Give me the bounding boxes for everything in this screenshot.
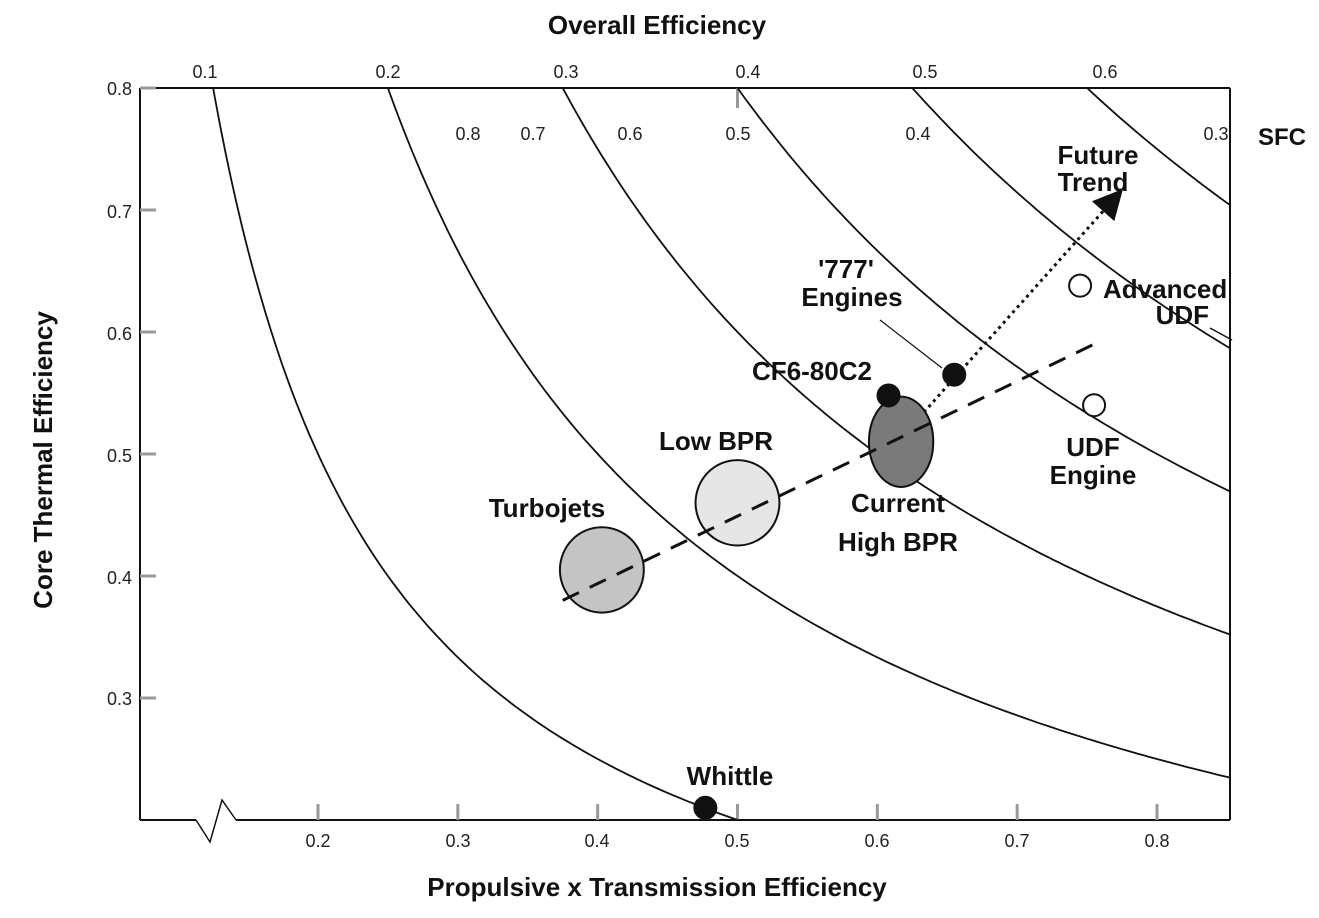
udf-engine-label-line2: Engine [1050, 460, 1137, 490]
sfc-tick-label: 0.6 [617, 124, 642, 144]
top-tick-label: 0.3 [553, 62, 578, 82]
whittle-label: Whittle [687, 761, 774, 791]
engine-points [693, 273, 1107, 820]
x-axis-label: Propulsive x Transmission Efficiency [427, 872, 887, 902]
top-tick-label: 0.4 [735, 62, 760, 82]
x-tick-label: 0.7 [1004, 831, 1029, 851]
trend-dashed-line [562, 342, 1095, 602]
engines-777-label-line1: '777' [818, 254, 874, 284]
tick-marks [140, 86, 1159, 820]
sfc-tick-label: 0.8 [455, 124, 480, 144]
future-trend-label-line1: Future [1058, 140, 1139, 170]
y-tick-label: 0.6 [107, 324, 132, 344]
top-tick-label: 0.6 [1092, 62, 1117, 82]
top-tick-label: 0.1 [192, 62, 217, 82]
efficiency-curve [386, 88, 1230, 779]
engine-regions [558, 395, 935, 614]
CF6-80C2-point [876, 383, 901, 408]
leader-line-advanced-udf [1209, 327, 1233, 341]
y-tick-label: 0.4 [107, 568, 132, 588]
low-bpr-region [694, 459, 781, 547]
sfc-tick-label: 0.4 [905, 124, 930, 144]
efficiency-curve [736, 88, 1230, 493]
x-tick-labels: 0.2 0.3 0.4 0.5 0.6 0.7 0.8 [305, 831, 1169, 851]
sfc-label: SFC [1258, 124, 1306, 151]
future-trend-label-line2: Trend [1058, 167, 1129, 197]
x-tick-label: 0.3 [445, 831, 470, 851]
axis-break-icon [195, 798, 237, 844]
x-tick-label: 0.5 [724, 831, 749, 851]
cf6-80c2-label: CF6-80C2 [752, 356, 872, 386]
low-bpr-label: Low BPR [659, 426, 773, 456]
turbojets-label: Turbojets [489, 493, 606, 523]
top-tick-label: 0.2 [375, 62, 400, 82]
current-high-bpr-label-line2: High BPR [838, 527, 958, 557]
777-engines-point [942, 362, 967, 387]
advanced-udf-point [1068, 273, 1093, 298]
sfc-tick-labels: 0.8 0.7 0.6 0.5 0.4 0.3 SFC [455, 124, 1306, 151]
y-tick-label: 0.7 [107, 202, 132, 222]
y-tick-label: 0.5 [107, 446, 132, 466]
udf-engine-label-line1: UDF [1066, 432, 1119, 462]
top-tick-labels: 0.1 0.2 0.3 0.4 0.5 0.6 [192, 62, 1117, 82]
y-tick-label: 0.3 [107, 689, 132, 709]
Whittle-point [693, 795, 718, 820]
udf-engine-point [1082, 393, 1107, 418]
annotations: Whittle CF6-80C2 '777' Engines UDF Engin… [489, 140, 1228, 791]
engines-777-label-line2: Engines [801, 282, 902, 312]
leader-line-777 [879, 319, 943, 369]
x-tick-label: 0.8 [1144, 831, 1169, 851]
top-tick-label: 0.5 [912, 62, 937, 82]
sfc-tick-label: 0.5 [725, 124, 750, 144]
sfc-tick-label: 0.3 [1203, 124, 1228, 144]
advanced-udf-label-line2: UDF [1156, 300, 1209, 330]
chart-title: Overall Efficiency [548, 10, 767, 40]
turbojets-region [558, 526, 645, 614]
advanced-udf-label-line1: Advanced [1103, 274, 1227, 304]
efficiency-curve [212, 88, 741, 820]
efficiency-curve [1085, 88, 1230, 207]
x-tick-label: 0.6 [864, 831, 889, 851]
efficiency-curve [911, 88, 1230, 350]
y-tick-label: 0.8 [107, 79, 132, 99]
y-axis-label: Core Thermal Efficiency [28, 311, 58, 609]
x-tick-label: 0.2 [305, 831, 330, 851]
y-tick-labels: 0.8 0.7 0.6 0.5 0.4 0.3 [107, 79, 132, 709]
current-high-bpr-region [867, 395, 935, 488]
sfc-tick-label: 0.7 [520, 124, 545, 144]
overall-efficiency-curves [212, 88, 1230, 820]
x-tick-label: 0.4 [584, 831, 609, 851]
current-high-bpr-label-line1: Current [851, 488, 945, 518]
